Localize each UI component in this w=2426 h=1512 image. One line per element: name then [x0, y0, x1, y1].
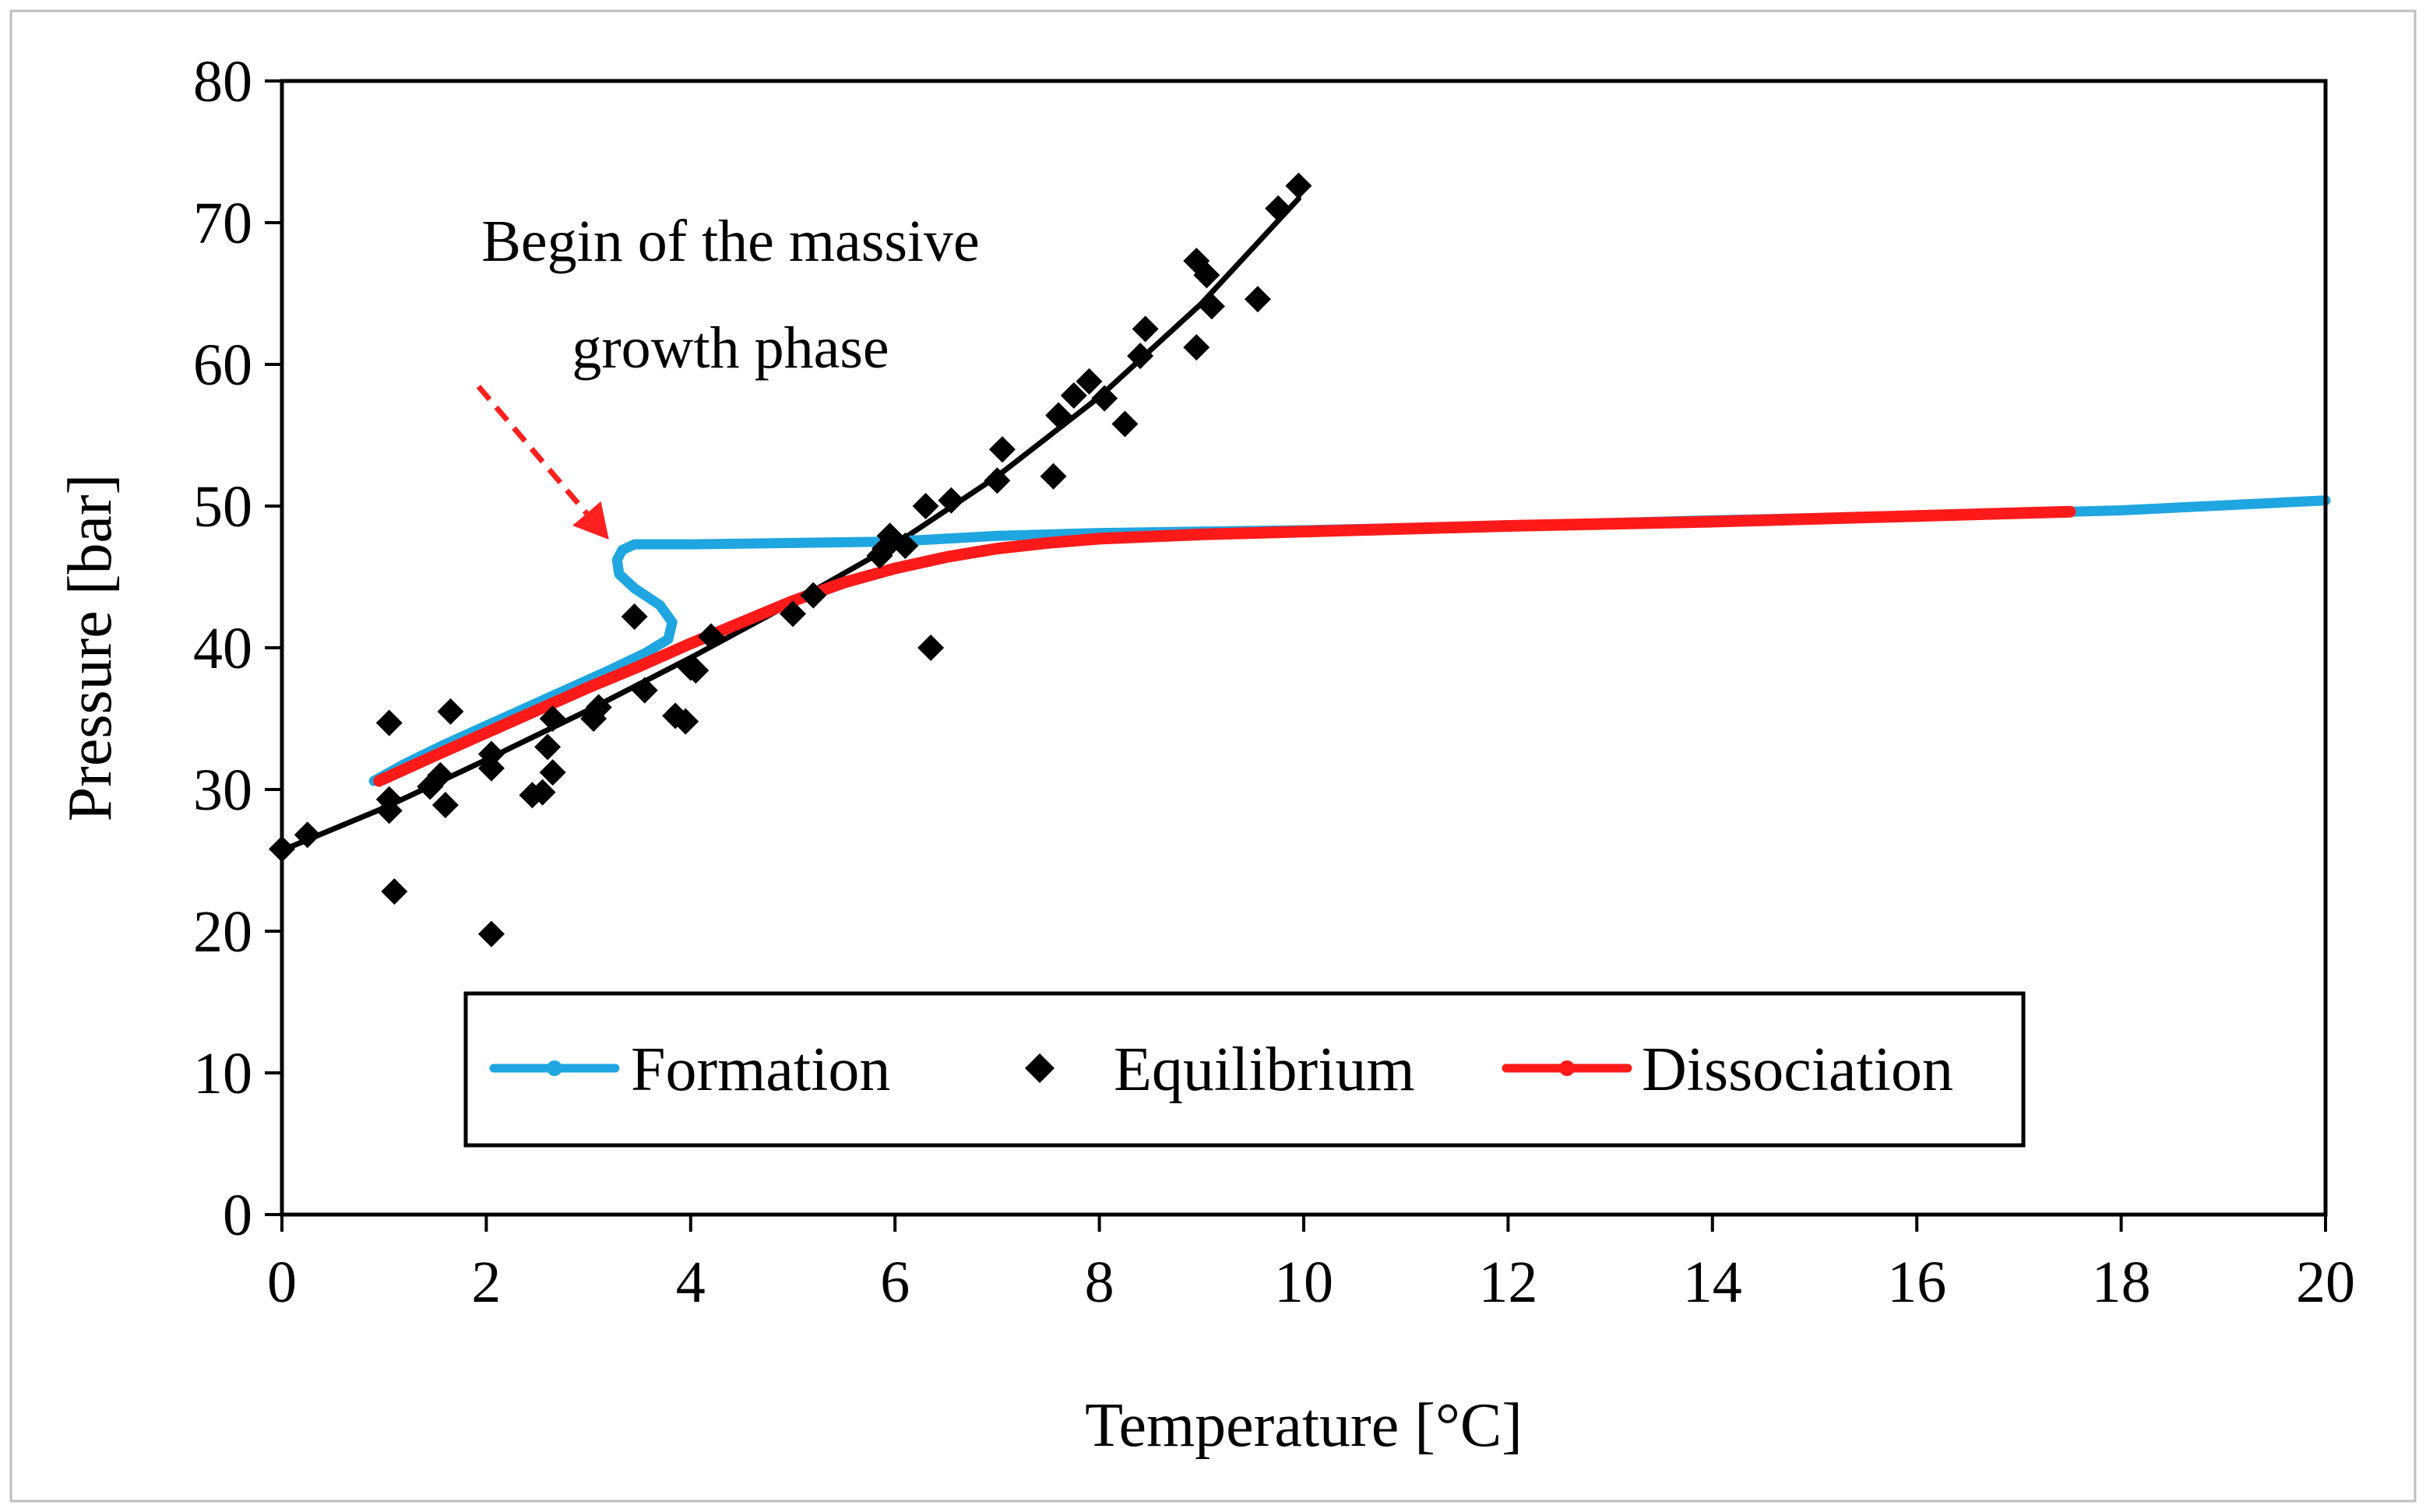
x-tick-label: 18: [2092, 1250, 2151, 1315]
equilibrium-point: [917, 635, 945, 661]
equilibrium-point: [1091, 385, 1118, 412]
equilibrium-point: [294, 821, 321, 849]
equilibrium-point: [682, 657, 709, 684]
equilibrium-point: [621, 603, 648, 630]
legend-dissociation-label: Dissociation: [1642, 1036, 1953, 1104]
equilibrium-point: [1193, 262, 1220, 289]
annotation-arrow-head: [572, 501, 609, 540]
x-tick-label: 4: [676, 1250, 706, 1315]
y-tick-label: 50: [193, 474, 252, 540]
equilibrium-point: [984, 467, 1011, 494]
y-tick-label: 80: [193, 49, 252, 114]
equilibrium-point: [1265, 195, 1292, 222]
equilibrium-point: [1198, 293, 1225, 320]
equilibrium-point: [892, 532, 919, 559]
x-tick-label: 20: [2296, 1250, 2355, 1315]
x-tick-label: 10: [1274, 1250, 1333, 1315]
legend-dissociation-marker: [1559, 1060, 1575, 1076]
y-tick-label: 10: [193, 1041, 252, 1106]
equilibrium-point: [534, 733, 562, 761]
legend-box: [463, 991, 2026, 1148]
dissociation-series-line: [373, 505, 2076, 787]
equilibrium-point: [539, 759, 566, 786]
annotation-text-line-2: growth phase: [572, 315, 889, 381]
y-tick-label: 70: [193, 191, 252, 256]
equilibrium-point: [1076, 367, 1103, 395]
equilibrium-point: [1045, 402, 1072, 429]
y-tick-label: 20: [193, 899, 252, 965]
equilibrium-point: [539, 705, 566, 732]
x-tick-label: 12: [1478, 1250, 1537, 1315]
equilibrium-point: [529, 779, 556, 806]
equilibrium-point: [1111, 410, 1139, 438]
equilibrium-point: [1132, 315, 1159, 343]
equilibrium-point: [375, 709, 403, 737]
equilibrium-point: [1285, 172, 1312, 199]
legend-formation-label: Formation: [631, 1036, 890, 1104]
y-tick-label: 40: [193, 616, 252, 681]
y-tick-label: 60: [193, 332, 252, 398]
figure-border: [9, 9, 2417, 1503]
equilibrium-point: [477, 740, 505, 768]
equilibrium-point: [912, 493, 939, 519]
equilibrium-point: [938, 487, 965, 514]
equilibrium-point: [631, 677, 658, 704]
x-tick-label: 2: [471, 1250, 501, 1315]
equilibrium-point: [1183, 334, 1210, 361]
equilibrium-point: [672, 708, 699, 735]
equilibrium-point: [477, 920, 505, 948]
equilibrium-point: [427, 761, 454, 789]
equilibrium-point: [800, 582, 827, 609]
y-tick-label: 30: [193, 758, 252, 823]
y-tick-label: 0: [223, 1183, 252, 1248]
x-axis-title: Temperature [°C]: [1085, 1391, 1523, 1460]
equilibrium-point: [1040, 462, 1067, 490]
legend-equilibrium-label: Equilibrium: [1114, 1036, 1415, 1104]
y-axis-title: Pressure [bar]: [56, 474, 125, 821]
annotation-text-line-1: Begin of the massive: [481, 209, 980, 274]
legend-formation-marker: [547, 1060, 562, 1076]
x-tick-label: 0: [267, 1250, 297, 1315]
x-tick-label: 6: [880, 1250, 910, 1315]
legend-equilibrium-swatch: [1025, 1053, 1055, 1083]
x-tick-label: 16: [1887, 1250, 1946, 1315]
equilibrium-point: [1060, 382, 1087, 410]
equilibrium-point: [585, 694, 612, 721]
equilibrium-point: [437, 698, 464, 725]
equilibrium-point: [780, 600, 806, 628]
equilibrium-point: [698, 623, 725, 650]
x-tick-label: 8: [1085, 1250, 1114, 1315]
equilibrium-point: [375, 797, 403, 825]
equilibrium-point: [988, 436, 1016, 463]
equilibrium-point: [1244, 286, 1271, 313]
equilibrium-point: [1127, 343, 1154, 370]
equilibrium-point: [477, 754, 505, 782]
equilibrium-point: [381, 878, 408, 905]
x-tick-label: 14: [1683, 1250, 1742, 1315]
equilibrium-point: [431, 792, 459, 819]
annotation-arrow-line: [476, 385, 589, 515]
